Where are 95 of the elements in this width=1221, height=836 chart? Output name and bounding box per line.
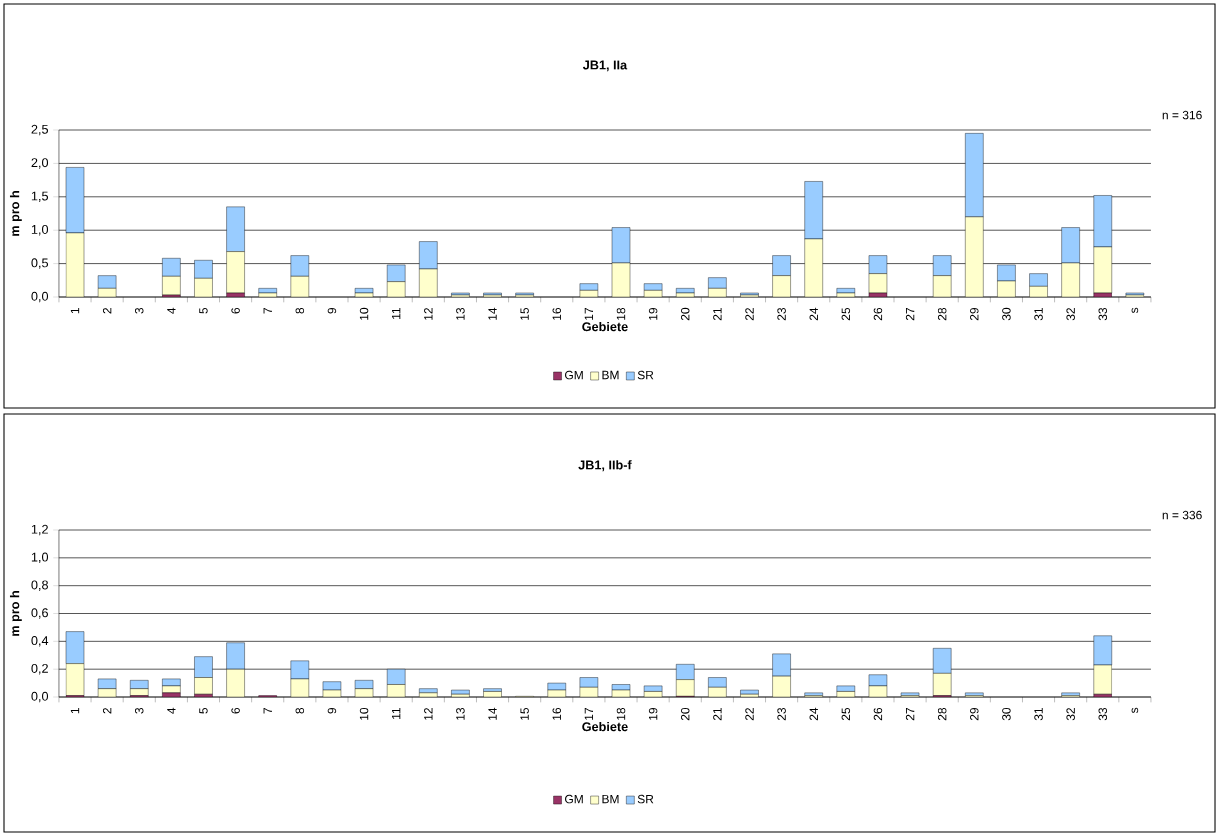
x-tick-label: 25 xyxy=(841,307,851,321)
y-tick-label: 1,0 xyxy=(31,224,49,236)
x-tick-label: 7 xyxy=(263,708,272,714)
x-tick-label: 28 xyxy=(937,707,947,721)
y-tick-label: 0,4 xyxy=(31,636,49,647)
x-tick-label: 9 xyxy=(327,307,337,314)
x-tick-label: 6 xyxy=(231,307,240,314)
x-tick-label: 27 xyxy=(905,308,915,321)
x-tick-label: 30 xyxy=(1002,307,1011,321)
x-tick-label: 2 xyxy=(102,708,112,714)
x-tick-label: 4 xyxy=(167,707,176,714)
x-tick-label: s xyxy=(1131,307,1139,314)
x-tick-label: 8 xyxy=(295,307,305,314)
x-tick-label: 28 xyxy=(937,307,947,321)
legend-label: BM xyxy=(602,794,619,804)
y-tick-label: 0,0 xyxy=(31,291,49,303)
y-tick-label: 1,5 xyxy=(31,191,49,202)
x-tick-label: 18 xyxy=(616,707,626,720)
text: n = 316 xyxy=(1162,110,1202,120)
y-axis-title: m pro h xyxy=(9,591,22,636)
legend-label: SR xyxy=(637,794,654,804)
x-tick-label: 17 xyxy=(584,708,594,720)
x-tick-label: 31 xyxy=(1034,308,1043,321)
x-tick-label: 32 xyxy=(1066,708,1075,721)
x-tick-label: 26 xyxy=(873,307,883,321)
x-tick-label: 10 xyxy=(359,707,369,720)
x-tick-label: 32 xyxy=(1066,308,1075,321)
x-tick-label: 11 xyxy=(392,308,401,319)
x-tick-label: 20 xyxy=(680,307,690,321)
x-tick-label: 19 xyxy=(648,307,658,320)
y-tick-label: 0,6 xyxy=(31,608,48,619)
x-tick-label: 3 xyxy=(134,307,144,314)
text: n = 336 xyxy=(1162,510,1202,520)
x-tick-label: 24 xyxy=(809,307,818,321)
x-tick-label: 16 xyxy=(552,307,562,320)
x-axis-title: Gebiete xyxy=(582,321,628,332)
x-tick-label: 25 xyxy=(841,707,851,721)
x-tick-label: 13 xyxy=(456,707,465,720)
y-tick-label: 0,2 xyxy=(31,663,48,675)
y-tick-label: 0,5 xyxy=(31,258,49,269)
x-tick-label: 30 xyxy=(1002,707,1011,721)
x-axis-title: Gebiete xyxy=(582,721,628,732)
x-tick-label: 15 xyxy=(520,307,529,320)
x-tick-label: 33 xyxy=(1098,707,1108,721)
x-tick-label: 14 xyxy=(488,307,497,320)
y-tick-label: 2,0 xyxy=(31,158,49,169)
x-tick-label: 29 xyxy=(970,707,979,721)
y-tick-label: 0,0 xyxy=(31,691,49,703)
x-tick-label: 13 xyxy=(456,307,465,320)
x-tick-label: 4 xyxy=(167,307,176,314)
x-tick-label: 12 xyxy=(424,308,433,320)
x-tick-label: 1 xyxy=(70,708,80,714)
y-tick-label: 1,2 xyxy=(31,524,48,536)
y-tick-label: 1,0 xyxy=(31,552,49,564)
x-tick-label: 10 xyxy=(359,307,369,320)
x-tick-label: 6 xyxy=(231,707,240,714)
y-tick-label: 0,8 xyxy=(31,580,48,591)
x-tick-label: 16 xyxy=(552,707,562,720)
x-tick-label: 26 xyxy=(873,707,883,721)
legend-label: SR xyxy=(637,370,654,380)
y-tick-label: 2,5 xyxy=(31,124,49,136)
x-tick-label: 14 xyxy=(488,707,497,720)
x-tick-label: 22 xyxy=(745,308,754,321)
chart-title: JB1, IIb-f xyxy=(578,460,632,472)
x-tick-label: 29 xyxy=(970,307,979,321)
x-tick-label: 5 xyxy=(199,707,208,714)
x-tick-label: 22 xyxy=(745,708,754,721)
legend-label: BM xyxy=(602,370,619,380)
x-tick-label: s xyxy=(1131,707,1139,714)
x-tick-label: 3 xyxy=(134,707,144,714)
x-tick-label: 17 xyxy=(584,308,594,320)
x-tick-label: 15 xyxy=(520,707,529,720)
x-tick-label: 23 xyxy=(777,707,786,721)
x-tick-label: 23 xyxy=(777,307,786,321)
legend-label: GM xyxy=(565,370,583,380)
x-tick-label: 31 xyxy=(1034,708,1043,721)
x-tick-label: 11 xyxy=(392,708,401,719)
x-tick-label: 20 xyxy=(680,707,690,721)
chart-title: JB1, IIa xyxy=(582,60,628,72)
x-tick-label: 18 xyxy=(616,307,626,320)
y-axis-title: m pro h xyxy=(9,191,22,236)
x-tick-label: 9 xyxy=(327,707,337,714)
x-tick-label: 7 xyxy=(263,308,272,314)
x-tick-label: 21 xyxy=(713,308,722,321)
x-tick-label: 8 xyxy=(295,707,305,714)
x-tick-label: 27 xyxy=(905,708,915,721)
legend-label: GM xyxy=(565,794,583,804)
x-tick-label: 5 xyxy=(199,307,208,314)
x-tick-label: 1 xyxy=(70,308,80,314)
x-tick-label: 2 xyxy=(102,308,112,314)
x-tick-label: 24 xyxy=(809,707,818,721)
x-tick-label: 19 xyxy=(648,707,658,720)
x-tick-label: 33 xyxy=(1098,307,1108,321)
x-tick-label: 21 xyxy=(713,708,722,721)
x-tick-label: 12 xyxy=(424,708,433,720)
